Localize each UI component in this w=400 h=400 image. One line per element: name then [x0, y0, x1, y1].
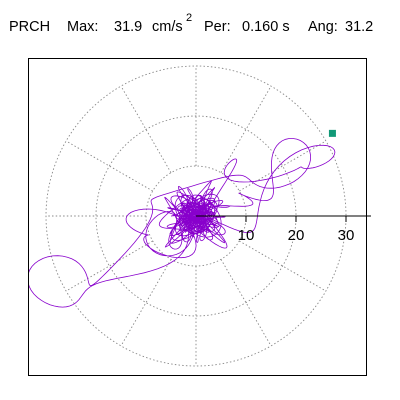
grid-spoke-150 [65, 140, 153, 192]
period-value: 0.160 s [242, 19, 290, 35]
plot-frame [28, 58, 367, 376]
max-label: Max: [67, 19, 99, 35]
grid-spoke-210 [65, 240, 153, 292]
motion-trace-path [29, 138, 336, 308]
max-unit: cm/s [152, 19, 183, 35]
motion-trace [29, 138, 336, 308]
peak-marker [328, 129, 336, 137]
angle-label: Ang: [308, 19, 338, 35]
plot-header: PRCH Max: 31.9 cm/s 2 Per: 0.160 s Ang: … [0, 0, 400, 40]
max-value: 31.9 [114, 19, 143, 35]
max-unit-exponent: 2 [186, 12, 193, 24]
radial-tick-label-10: 10 [238, 227, 255, 244]
radial-tick-label-20: 20 [288, 227, 305, 244]
period-label: Per: [204, 19, 231, 35]
radial-axis [196, 215, 371, 222]
angle-value: 31.2 [345, 19, 374, 35]
radial-tick-label-30: 30 [338, 227, 355, 244]
radial-tick-labels: 10 20 30 [238, 227, 355, 244]
station-code: PRCH [9, 19, 51, 35]
peak-marker-group [328, 129, 336, 137]
